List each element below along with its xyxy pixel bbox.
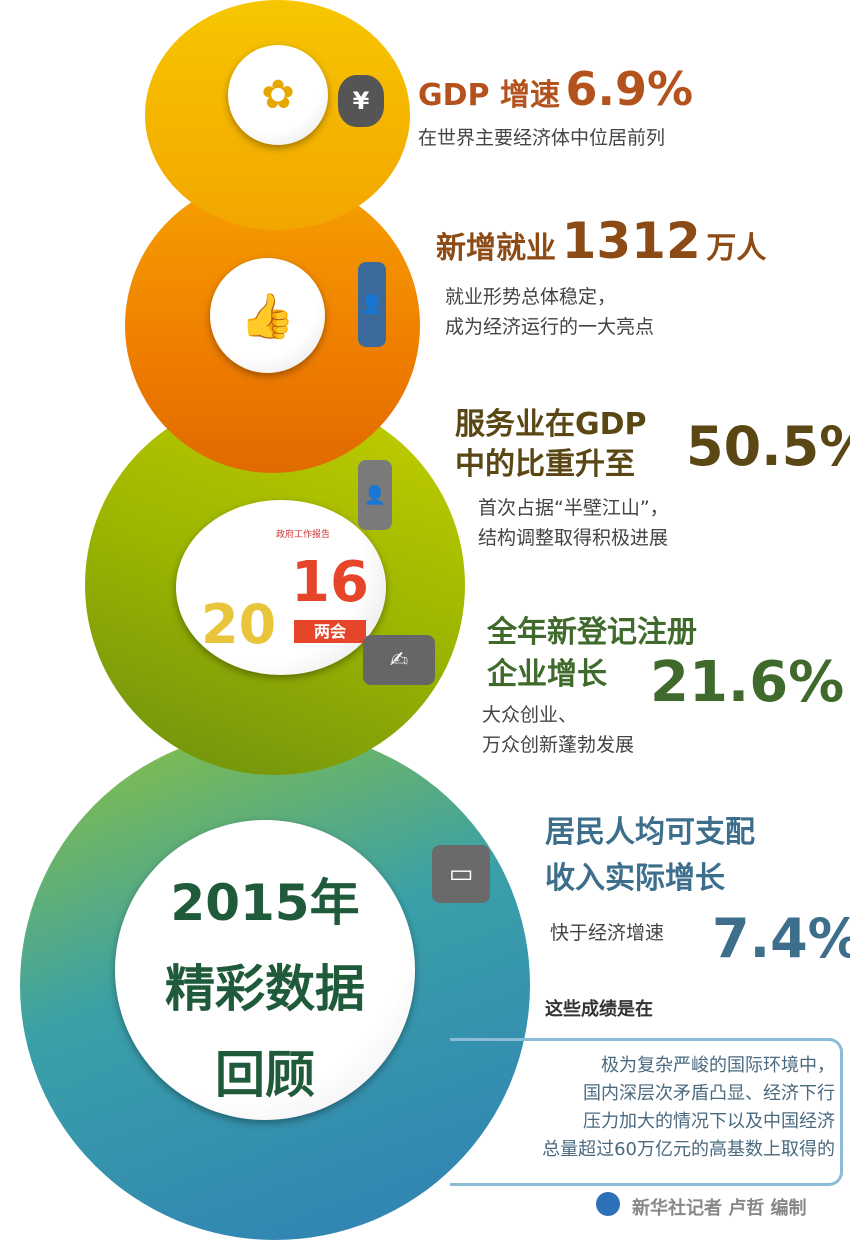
logo-year-b: 16 xyxy=(291,550,369,615)
service-desc: 首次占据“半壁江山”， 结构调整取得积极进展 xyxy=(478,497,669,549)
gdp-illustration: ✿ xyxy=(228,45,328,145)
jobs-stat: 新增就业 1312 万人 xyxy=(436,212,767,270)
jobs-illustration: 👍 xyxy=(210,258,325,373)
main-title-disc xyxy=(115,820,415,1120)
lianghui-logo: 政府工作报告 20 16 两会 xyxy=(176,500,386,675)
logo-top: 政府工作报告 xyxy=(276,530,331,540)
waiter-icon: 👤 xyxy=(358,460,392,530)
note-box xyxy=(450,1038,843,1186)
logo-ribbon: 两会 xyxy=(294,620,367,643)
money-bag-icon: ¥ xyxy=(338,75,384,127)
income-sub: 快于经济增速 xyxy=(550,922,665,944)
firms-desc: 大众创业、 万众创新蓬勃发展 xyxy=(482,704,635,756)
note-lead: 这些成绩是在 xyxy=(545,999,653,1020)
firms-value: 21.6% xyxy=(650,650,845,715)
logo-year-a: 20 xyxy=(201,593,277,656)
signing-icon: ✍ xyxy=(363,635,435,685)
wallet-icon: ▭ xyxy=(432,845,490,903)
xinhua-logo xyxy=(596,1192,620,1216)
businessman-icon: 👤 xyxy=(358,262,386,347)
main-title: 2015年 精彩数据 回顾 xyxy=(165,874,365,1104)
note-body: 极为复杂严峻的国际环境中， 国内深层次矛盾凸显、经济下行 压力加大的情况下以及中国… xyxy=(542,1055,835,1160)
jobs-desc: 就业形势总体稳定， 成为经济运行的一大亮点 xyxy=(445,286,655,338)
service-label: 服务业在GDP 中的比重升至 xyxy=(455,407,647,482)
income-label: 居民人均可支配 收入实际增长 xyxy=(545,815,755,896)
gdp-stat: GDP 增速 6.9% xyxy=(418,62,694,116)
gdp-desc: 在世界主要经济体中位居前列 xyxy=(418,127,666,149)
firms-label: 全年新登记注册 企业增长 xyxy=(487,615,697,692)
credit: 新华社记者 卢哲 编制 xyxy=(632,1198,807,1219)
income-value: 7.4% xyxy=(712,907,850,970)
service-value: 50.5% xyxy=(686,415,850,478)
